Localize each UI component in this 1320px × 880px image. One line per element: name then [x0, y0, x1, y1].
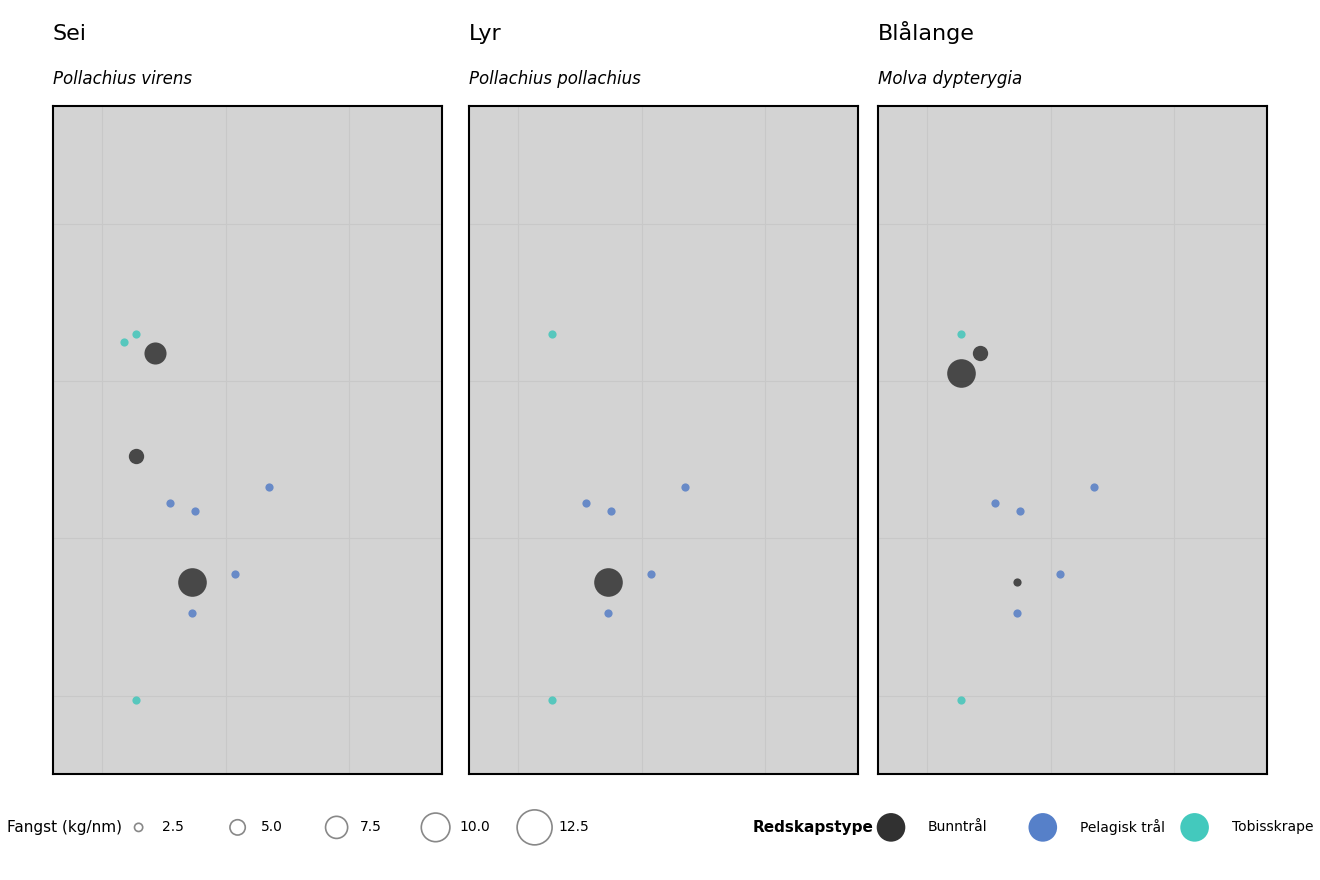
- Point: [1010, 503, 1031, 517]
- Point: [950, 326, 972, 341]
- Point: [1084, 480, 1105, 495]
- Text: Pelagisk trål: Pelagisk trål: [1080, 819, 1164, 835]
- Point: [576, 496, 597, 510]
- Point: [601, 503, 622, 517]
- Point: [259, 480, 280, 495]
- Text: Lyr: Lyr: [469, 24, 502, 44]
- Text: Molva dypterygia: Molva dypterygia: [878, 70, 1022, 88]
- Point: [160, 496, 181, 510]
- Point: [1006, 606, 1027, 620]
- Point: [597, 575, 618, 589]
- Point: [185, 503, 206, 517]
- Text: Bunntrål: Bunntrål: [928, 820, 987, 834]
- Point: [125, 693, 147, 707]
- Text: Sei: Sei: [53, 24, 87, 44]
- Text: Redskapstype: Redskapstype: [752, 820, 874, 835]
- Point: [675, 480, 696, 495]
- Point: [1049, 567, 1071, 581]
- Text: 2.5: 2.5: [162, 820, 185, 834]
- Text: 10.0: 10.0: [459, 820, 490, 834]
- Point: [597, 606, 618, 620]
- Point: [950, 693, 972, 707]
- Text: 5.0: 5.0: [261, 820, 284, 834]
- Text: Blålange: Blålange: [878, 21, 974, 44]
- Point: [125, 449, 147, 463]
- Point: [640, 567, 661, 581]
- Point: [181, 575, 202, 589]
- Text: Pollachius pollachius: Pollachius pollachius: [469, 70, 640, 88]
- Point: [125, 326, 147, 341]
- Point: [181, 606, 202, 620]
- Point: [541, 693, 562, 707]
- Text: Pollachius virens: Pollachius virens: [53, 70, 191, 88]
- Text: Tobisskrape: Tobisskrape: [1232, 820, 1313, 834]
- Text: 7.5: 7.5: [360, 820, 383, 834]
- Point: [1006, 575, 1027, 589]
- Point: [969, 347, 990, 361]
- Point: [114, 334, 135, 348]
- Point: [541, 326, 562, 341]
- Point: [144, 347, 165, 361]
- Point: [950, 366, 972, 380]
- Text: 12.5: 12.5: [558, 820, 589, 834]
- Text: Fangst (kg/nm): Fangst (kg/nm): [7, 820, 121, 835]
- Point: [224, 567, 246, 581]
- Point: [985, 496, 1006, 510]
